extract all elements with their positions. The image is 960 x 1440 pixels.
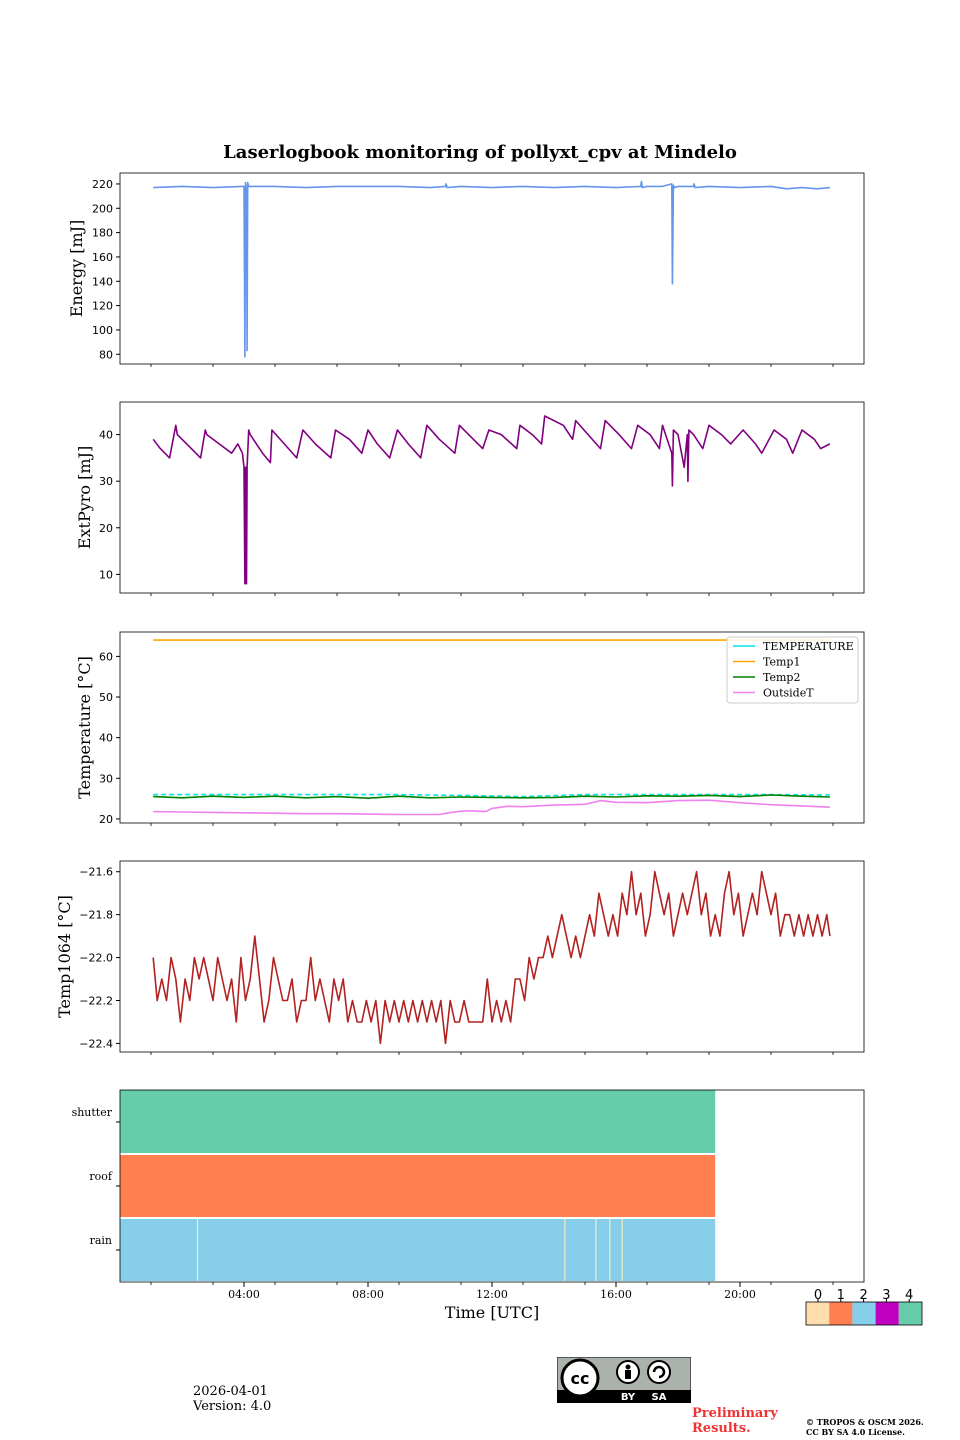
status-roof: [120, 1155, 716, 1217]
y-tick-label: −22.4: [79, 1037, 113, 1050]
legend: TEMPERATURE Temp1 Temp2 OutsideT: [726, 636, 859, 704]
y-tick-label: 180: [92, 227, 113, 240]
y-tick-label: 80: [99, 348, 113, 361]
y-tick-label: −21.8: [79, 909, 113, 922]
y-tick-label: 20: [99, 813, 113, 826]
version-label: Version: 4.0: [193, 1399, 272, 1414]
copyright-line-2: CC BY SA 4.0 License.: [806, 1427, 905, 1437]
date-block: 2026-04-01 Version: 4.0: [193, 1384, 271, 1414]
y-axis-label: ExtPyro [mJ]: [75, 446, 94, 549]
legend-label: TEMPERATURE: [763, 640, 854, 653]
row-label: roof: [89, 1170, 113, 1183]
series-temp2: [153, 794, 830, 800]
copyright-note: © TROPOS & OSCM 2026. CC BY SA 4.0 Licen…: [806, 1417, 924, 1437]
badge-sa: SA: [652, 1392, 667, 1403]
colorbar-tick-label: 1: [837, 1288, 845, 1303]
preliminary-line-1: Preliminary: [692, 1406, 778, 1421]
y-tick-label: 20: [99, 522, 113, 535]
colorbar-tick-label: 0: [814, 1288, 822, 1303]
series-extpyro: [152, 415, 831, 585]
share-alike-icon: [647, 1360, 671, 1384]
y-axis-label: Temp1064 [°C]: [55, 895, 74, 1018]
y-tick-label: 40: [99, 429, 113, 442]
panel-2: 10 20 30 40 ExtPyro [mJ]: [75, 401, 865, 596]
axes-frame: [119, 1089, 865, 1283]
series-energy: [153, 180, 830, 358]
date-label: 2026-04-01: [193, 1384, 268, 1399]
colorbar-swatch: [852, 1302, 876, 1325]
x-tick-label: 12:00: [476, 1288, 508, 1301]
x-tick-label: 20:00: [724, 1288, 756, 1301]
y-tick-label: 120: [92, 300, 113, 313]
x-axis-label: Time [UTC]: [445, 1303, 539, 1322]
series-temp1064: [152, 870, 831, 1045]
panel-3: 20 30 40 50 60 Temperature [°C] TEMPERATURE Tem…: [75, 631, 865, 826]
colorbar-swatch: [829, 1302, 853, 1325]
status-rain: [120, 1219, 716, 1281]
colorbar-tick-label: 3: [882, 1288, 890, 1303]
axes-frame: [119, 631, 865, 824]
y-tick-label: 100: [92, 324, 113, 337]
colorbar-swatch: [898, 1302, 922, 1325]
row-label: shutter: [72, 1106, 113, 1119]
colorbar-swatch: [806, 1302, 830, 1325]
panel-4: −21.6 −21.8 −22.0 −22.2 −22.4 Temp1064 [°C]: [55, 860, 865, 1055]
legend-label: OutsideT: [763, 687, 814, 700]
y-tick-label: 40: [99, 732, 113, 745]
panel-2-lines: [152, 415, 831, 585]
series-temperature: [153, 793, 830, 798]
series-outsidet: [153, 799, 830, 816]
colorbar-tick-label: 2: [859, 1288, 867, 1303]
panel-1: 80 100 120 140 160 180 200 220 Energy [mJ]: [67, 172, 865, 367]
legend-label: Temp1: [763, 656, 800, 669]
legend-box: [726, 636, 859, 704]
x-tick-label: 16:00: [600, 1288, 632, 1301]
preliminary-note: Preliminary Results.: [692, 1406, 778, 1436]
y-axis-label: Temperature [°C]: [75, 656, 94, 799]
legend-label: Temp2: [763, 671, 800, 684]
y-tick-label: −22.0: [79, 952, 113, 965]
y-axis-label: Energy [mJ]: [67, 220, 86, 318]
cc-icon: [560, 1358, 600, 1398]
panel-3-lines: [153, 639, 830, 816]
y-tick-label: 10: [99, 568, 113, 581]
axes-frame: [119, 401, 865, 594]
badge-by: BY: [621, 1392, 636, 1403]
y-tick-label: 30: [99, 772, 113, 785]
svg-text:cc: cc: [571, 1369, 590, 1388]
x-tick-label: 04:00: [228, 1288, 260, 1301]
y-tick-label: 50: [99, 691, 113, 704]
colorbar-tick-label: 4: [905, 1288, 913, 1303]
status-shutter: [120, 1090, 716, 1153]
panel-1-lines: [153, 180, 830, 358]
preliminary-line-2: Results.: [692, 1421, 751, 1436]
axes-frame: [119, 860, 865, 1053]
panel-4-lines: [152, 870, 831, 1045]
cc-by-sa-badge: cc BY SA: [556, 1356, 692, 1404]
y-tick-label: 160: [92, 251, 113, 264]
y-tick-label: 220: [92, 178, 113, 191]
x-tick-label: 08:00: [352, 1288, 384, 1301]
colorbar-swatch: [875, 1302, 899, 1325]
y-tick-label: −21.6: [79, 866, 113, 879]
y-tick-label: 30: [99, 475, 113, 488]
y-tick-label: 140: [92, 275, 113, 288]
y-tick-label: 200: [92, 202, 113, 215]
chart-title: Laserlogbook monitoring of pollyxt_cpv a…: [223, 142, 737, 163]
axes-frame: [119, 172, 865, 365]
row-label: rain: [90, 1234, 112, 1247]
copyright-line-1: © TROPOS & OSCM 2026.: [806, 1417, 924, 1427]
panel-5: shutter roof rain 04:00 08:00 12:00 16:00 20:00: [72, 1089, 865, 1301]
y-tick-label: 60: [99, 650, 113, 663]
y-tick-label: −22.2: [79, 994, 113, 1007]
